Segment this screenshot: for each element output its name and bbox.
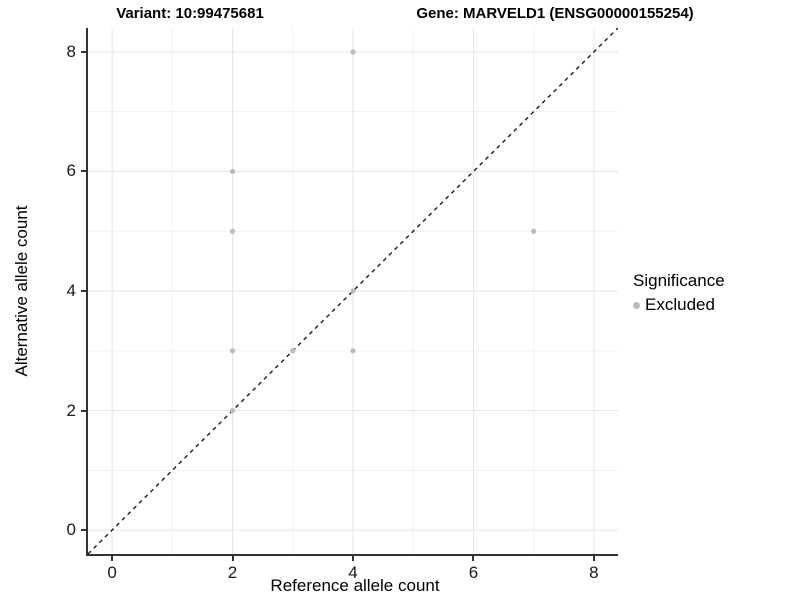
x-tick-label-8: 8 xyxy=(589,563,599,582)
y-axis-title: Alternative allele count xyxy=(12,205,31,377)
y-tick-label-6: 6 xyxy=(66,161,76,181)
plot-panel xyxy=(86,28,618,556)
x-tick-mark-6 xyxy=(472,556,475,561)
legend-item-excluded: Excluded xyxy=(633,295,725,315)
legend: Significance Excluded xyxy=(633,271,725,315)
x-axis-title: Reference allele count xyxy=(270,576,440,595)
y-tick-label-2: 2 xyxy=(66,400,76,420)
excluded-point-icon xyxy=(633,301,640,309)
x-tick-mark-4 xyxy=(352,556,354,561)
x-tick-mark-0 xyxy=(111,556,114,561)
x-tick-label-2: 2 xyxy=(227,563,238,582)
data-point-4-4 xyxy=(350,288,356,294)
data-point-7-5 xyxy=(531,228,537,234)
x-tick-label-6: 6 xyxy=(468,563,479,582)
gene-title: Gene: MARVELD1 (ENSG00000155254) xyxy=(416,5,694,22)
y-tick-mark-4 xyxy=(81,290,86,292)
y-tick-label-8: 8 xyxy=(66,41,76,61)
data-point-2-6 xyxy=(229,168,236,175)
x-tick-label-0: 0 xyxy=(107,563,117,582)
legend-item-label: Excluded xyxy=(645,295,715,314)
legend-title: Significance xyxy=(633,271,725,290)
y-tick-mark-6 xyxy=(81,170,86,173)
y-tick-mark-2 xyxy=(81,409,86,412)
data-point-2-2 xyxy=(229,407,236,414)
y-tick-mark-8 xyxy=(81,50,86,53)
data-point-2-5 xyxy=(229,228,236,234)
data-point-3-3 xyxy=(290,348,296,354)
y-tick-mark-0 xyxy=(81,529,86,532)
data-point-4-3 xyxy=(350,348,356,354)
plot-canvas xyxy=(88,28,618,554)
variant-title: Variant: 10:99475681 xyxy=(116,5,264,22)
y-tick-label-0: 0 xyxy=(66,520,76,540)
data-point-4-8 xyxy=(350,49,356,55)
data-point-2-3 xyxy=(229,348,236,354)
y-tick-label-4: 4 xyxy=(66,281,76,300)
x-tick-mark-2 xyxy=(231,556,234,561)
x-tick-label-4: 4 xyxy=(348,563,358,582)
x-tick-mark-8 xyxy=(592,556,595,561)
